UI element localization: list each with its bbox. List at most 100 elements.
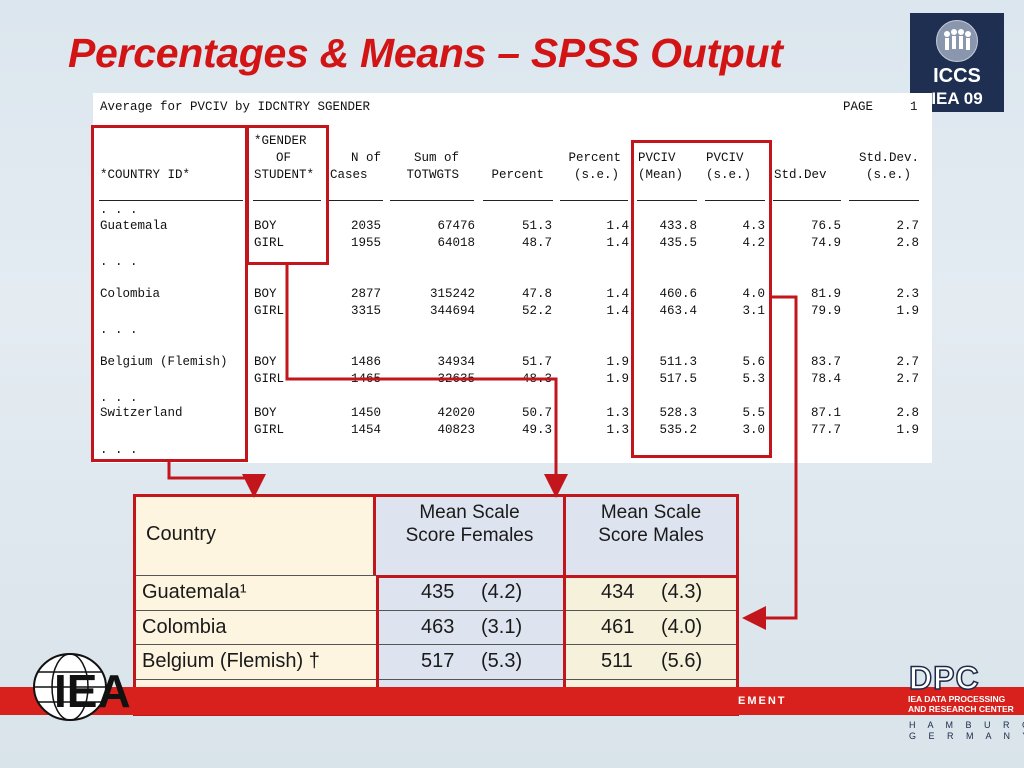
footer-band-text: EMENT <box>738 695 787 707</box>
pub-cell-male-se: (5.6) <box>661 650 703 672</box>
iea-logo: IEA <box>32 652 140 722</box>
spss-cell-pct: 49.3 <box>521 423 552 437</box>
pub-cell-male-mean: 461 <box>601 616 635 638</box>
spss-cell-sum: 344694 <box>429 304 475 318</box>
spss-cell-n: 1454 <box>350 423 381 437</box>
spss-cell-sd: 81.9 <box>810 287 841 301</box>
col-header-country: *COUNTRY ID* <box>100 168 191 182</box>
spss-cell-sd-se: 2.8 <box>896 236 919 250</box>
spss-cell-pct-se: 1.9 <box>606 355 629 369</box>
spss-cell-pct: 48.7 <box>521 236 552 250</box>
spss-cell-mean: 435.5 <box>659 236 697 250</box>
spss-cell-sd-se: 2.7 <box>896 355 919 369</box>
pub-cell-country: Colombia <box>142 616 227 638</box>
spss-cell-pct: 50.7 <box>521 406 552 420</box>
col-header-mean-se: PVCIV <box>706 151 744 165</box>
spss-cell-gender: GIRL <box>254 423 285 437</box>
spss-cell-n: 1450 <box>350 406 381 420</box>
ellipsis: . . . <box>100 391 138 405</box>
spss-cell-sum: 34934 <box>437 355 475 369</box>
header-rule <box>773 200 841 201</box>
ellipsis: . . . <box>100 203 138 217</box>
country-connector <box>167 462 266 498</box>
header-rule <box>705 200 765 201</box>
dpc-logo-city: H A M B U R G <box>909 720 1024 730</box>
row-separator <box>136 679 736 680</box>
spss-cell-country: Guatemala <box>100 219 168 233</box>
spss-cell-pct: 48.3 <box>521 372 552 386</box>
spss-cell-gender: BOY <box>254 219 277 233</box>
iea-globe-icon: IEA <box>33 653 131 721</box>
pub-cell-male-se: (4.0) <box>661 616 703 638</box>
dpc-logo-line2: AND RESEARCH CENTER <box>908 704 1014 714</box>
spss-cell-sd: 79.9 <box>810 304 841 318</box>
header-rule <box>849 200 919 201</box>
spss-cell-mean: 528.3 <box>659 406 697 420</box>
publication-table: Country Mean Scale Score Females Mean Sc… <box>133 494 739 716</box>
spss-cell-mean: 433.8 <box>659 219 697 233</box>
col-header-mean-se: (s.e.) <box>706 168 752 182</box>
spss-cell-sd: 77.7 <box>810 423 841 437</box>
spss-cell-mean-se: 4.3 <box>742 219 765 233</box>
spss-cell-mean-se: 4.2 <box>742 236 765 250</box>
country-highlight-box <box>91 125 248 462</box>
header-rule <box>99 200 243 201</box>
header-rule <box>329 200 383 201</box>
header-male-label: Mean Scale Score Males <box>598 502 704 546</box>
spss-cell-sd-se: 2.7 <box>896 372 919 386</box>
mean-se-highlight-box <box>631 140 772 458</box>
spss-cell-mean: 517.5 <box>659 372 697 386</box>
spss-cell-sd-se: 2.8 <box>896 406 919 420</box>
header-female-score: Mean Scale Score Females <box>376 497 566 575</box>
spss-cell-pct-se: 1.4 <box>606 236 629 250</box>
header-female-label: Mean Scale Score Females <box>405 502 534 546</box>
col-header-percent: Percent <box>491 168 544 182</box>
spss-cell-gender: BOY <box>254 406 277 420</box>
spss-cell-sd-se: 2.3 <box>896 287 919 301</box>
header-rule <box>637 200 697 201</box>
dpc-logo-letters: DPC <box>908 659 980 697</box>
header-male-score: Mean Scale Score Males <box>566 497 736 575</box>
spss-cell-mean: 463.4 <box>659 304 697 318</box>
spss-cell-pct-se: 1.4 <box>606 219 629 233</box>
col-header-mean: (Mean) <box>638 168 684 182</box>
pub-cell-male-mean: 511 <box>601 650 633 672</box>
pub-cell-female-se: (4.2) <box>481 581 523 603</box>
col-header-gender: *GENDER <box>254 134 307 148</box>
spss-cell-sd-se: 2.7 <box>896 219 919 233</box>
spss-cell-gender: BOY <box>254 355 277 369</box>
spss-cell-sd-se: 1.9 <box>896 423 919 437</box>
ellipsis: . . . <box>100 323 138 337</box>
spss-cell-sd: 83.7 <box>810 355 841 369</box>
spss-cell-n: 1465 <box>350 372 381 386</box>
col-header-sum: Sum of <box>413 151 459 165</box>
spss-cell-sum: 40823 <box>437 423 475 437</box>
pub-cell-country: Belgium (Flemish) † <box>142 650 320 672</box>
spss-cell-n: 1955 <box>350 236 381 250</box>
spss-cell-pct: 51.3 <box>521 219 552 233</box>
header-country-label: Country <box>146 523 217 545</box>
header-country: Country <box>136 497 376 575</box>
header-rule <box>390 200 474 201</box>
spss-cell-n: 2035 <box>350 219 381 233</box>
spss-page-number: 1 <box>910 100 918 114</box>
col-header-gender: OF <box>276 151 292 165</box>
row-separator <box>136 644 736 645</box>
spss-cell-pct: 52.2 <box>521 304 552 318</box>
spss-cell-pct-se: 1.3 <box>606 423 629 437</box>
pub-cell-male-se: (4.3) <box>661 581 703 603</box>
spss-cell-gender: GIRL <box>254 236 285 250</box>
col-header-n-cases: Cases <box>330 168 368 182</box>
iccs-logo-text: ICCS <box>933 65 981 87</box>
spss-cell-pct: 51.7 <box>521 355 552 369</box>
ellipsis: . . . <box>100 443 138 457</box>
spss-cell-pct: 47.8 <box>521 287 552 301</box>
spss-cell-n: 1486 <box>350 355 381 369</box>
spss-cell-mean: 511.3 <box>659 355 697 369</box>
spss-cell-sum: 42020 <box>437 406 475 420</box>
spss-cell-country: Switzerland <box>100 406 183 420</box>
spss-cell-pct-se: 1.3 <box>606 406 629 420</box>
gender-highlight-box <box>246 125 329 265</box>
spss-cell-sd: 87.1 <box>810 406 841 420</box>
spss-cell-sd: 78.4 <box>810 372 841 386</box>
